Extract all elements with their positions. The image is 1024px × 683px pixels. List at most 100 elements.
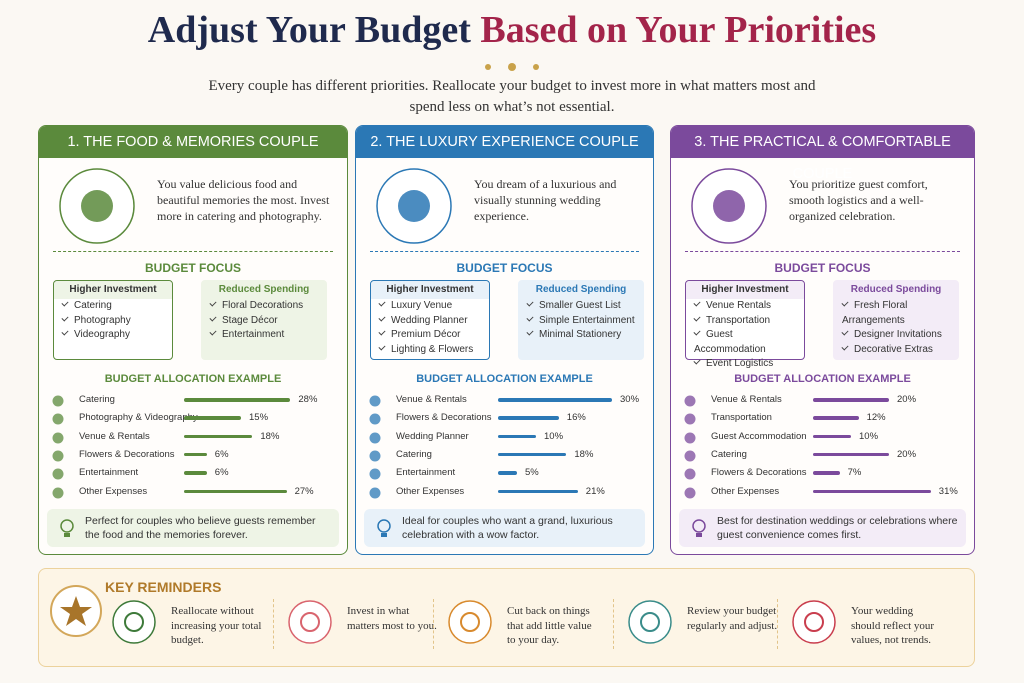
allocation-label: BUDGET ALLOCATION EXAMPLE — [416, 373, 593, 385]
category-label: Catering — [711, 448, 747, 460]
check — [209, 328, 217, 336]
check — [526, 299, 534, 307]
card-title: 3. THE PRACTICAL & COMFORTABLE COUPLE — [671, 126, 974, 182]
card-icon-wrap — [689, 166, 769, 251]
bar — [498, 452, 567, 457]
bar — [184, 434, 253, 439]
higher-item-text: Lighting & Flowers — [391, 343, 474, 355]
reduced-label: Reduced Spending — [535, 284, 627, 295]
category-label: Entertainment — [79, 467, 139, 479]
reduced-item-text: Floral Decorations — [222, 300, 304, 311]
value-label: 28% — [298, 394, 318, 405]
higher-item-text: Wedding Planner — [391, 314, 468, 326]
higher-item: Venue Rentals — [693, 299, 804, 314]
value-label: 18% — [574, 448, 594, 460]
bulb-icon-wrap — [374, 517, 394, 543]
reduced-item: Simple Entertainment — [526, 313, 643, 329]
note-text: Ideal for couples who want a grand, luxu… — [402, 515, 613, 541]
card-icon-wrap — [57, 166, 137, 251]
reduced-item: Floral Decorations — [209, 299, 326, 314]
value-label: 6% — [214, 448, 229, 460]
row-icon — [52, 468, 64, 480]
higher-item: Lighting & Flowers — [378, 342, 489, 358]
higher-item-text: Event Logistics — [706, 358, 774, 369]
check — [378, 342, 386, 351]
bar — [184, 416, 241, 420]
row-icon-wrap — [368, 486, 382, 505]
higher-box: Higher Investment Catering Photography Vide… — [53, 280, 173, 360]
reminder-text: Reallocate without increasing your total… — [171, 605, 262, 646]
check — [526, 313, 534, 322]
note-text: Best for destination weddings or celebra… — [717, 515, 958, 541]
star-icon — [50, 585, 102, 637]
reminder-text: Cut back on things that add little value… — [507, 605, 592, 646]
category-label: Flowers & Decorations — [711, 467, 807, 479]
card-title: 2. THE LUXURY EXPERIENCE COUPLE — [356, 126, 653, 158]
check — [841, 328, 849, 336]
row-icon — [684, 468, 696, 480]
value-label: 20% — [897, 394, 917, 405]
bar — [813, 452, 889, 457]
higher-item-text: Transportation — [706, 314, 771, 326]
reminder-icon-wrap — [287, 599, 333, 650]
higher-box: Higher Investment Venue Rentals Transporta… — [685, 280, 805, 369]
row-icon-wrap — [51, 486, 65, 505]
reminder-text: Your wedding should reflect your values,… — [851, 605, 935, 646]
check — [209, 313, 217, 322]
card-description: You dream of a luxurious and visually st… — [474, 177, 617, 223]
reminder-icon — [628, 600, 672, 644]
higher-item: Luxury Venue — [378, 299, 489, 314]
category-label: Catering — [79, 394, 115, 405]
reminder-icon — [792, 600, 836, 644]
check — [841, 342, 849, 351]
check — [61, 328, 69, 336]
row-icon-wrap — [51, 431, 65, 450]
row-icon — [52, 432, 64, 444]
bar — [498, 471, 517, 475]
reduced-item-text: Minimal Stationery — [539, 329, 622, 340]
card: 2. THE LUXURY EXPERIENCE COUPLE You dream… — [355, 125, 654, 555]
divider — [53, 251, 333, 252]
value-label: 21% — [585, 485, 605, 497]
reduced-item-text: Stage Décor — [222, 314, 278, 326]
reminder-icon-wrap — [447, 599, 493, 650]
row-icon-wrap — [683, 412, 697, 431]
check — [841, 299, 849, 307]
reduced-label: Reduced Spending — [218, 284, 310, 295]
higher-item-text: Premium Décor — [391, 329, 461, 340]
hearts — [485, 63, 539, 71]
check — [378, 299, 386, 307]
bar — [184, 452, 207, 457]
higher-item: Transportation — [693, 313, 804, 329]
reduced-box: Reduced Spending Fresh Floral Arrangement… — [833, 280, 959, 360]
row-icon-wrap — [368, 431, 382, 450]
reminder-text: Review your budget regularly and adjust. — [687, 605, 778, 632]
row-icon-wrap — [368, 412, 382, 431]
higher-item-text: Luxury Venue — [391, 300, 453, 311]
value-label: 12% — [866, 412, 886, 424]
bar — [498, 398, 612, 402]
bar — [498, 489, 578, 493]
row-icon — [369, 432, 381, 444]
card-title: 1. THE FOOD & MEMORIES COUPLE — [39, 126, 347, 158]
higher-item: Guest Accommodation — [693, 328, 804, 357]
row-icon-wrap — [683, 431, 697, 450]
card-icon — [59, 168, 135, 244]
reduced-item-text: Decorative Extras — [854, 343, 933, 355]
bar — [498, 416, 559, 420]
higher-item-text: Catering — [74, 300, 112, 311]
budget-focus-label: BUDGET FOCUS — [145, 261, 241, 275]
reminder-icon — [112, 600, 156, 644]
value-label: 10% — [859, 430, 879, 442]
subtitle: Every couple has different priorities. R… — [208, 78, 816, 115]
separator — [777, 599, 778, 649]
row-icon-wrap — [683, 467, 697, 486]
title-part2: Based on Your Priorities — [480, 9, 877, 51]
category-label: Transportation — [711, 412, 772, 424]
higher-item-text: Guest Accommodation — [694, 329, 766, 355]
reduced-item-text: Fresh Floral Arrangements — [842, 300, 908, 326]
check — [693, 328, 701, 336]
card-description: You value delicious food and beautiful m… — [157, 177, 330, 223]
row-icon-wrap — [683, 486, 697, 505]
note-text: Perfect for couples who believe guests r… — [85, 515, 316, 541]
